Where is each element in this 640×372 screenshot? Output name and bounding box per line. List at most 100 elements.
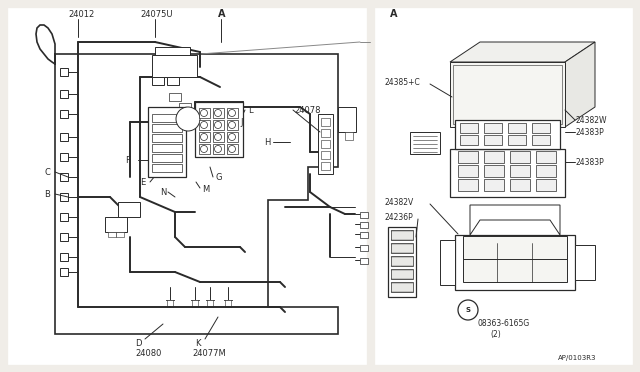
Text: 24075U: 24075U	[140, 10, 173, 19]
Bar	[391, 256, 413, 266]
Text: D: D	[135, 340, 141, 349]
Bar	[152, 134, 182, 142]
Bar	[152, 77, 164, 85]
Circle shape	[228, 134, 236, 141]
Circle shape	[541, 152, 551, 162]
Bar	[388, 227, 416, 297]
Bar	[152, 144, 182, 152]
Circle shape	[200, 122, 207, 128]
Bar	[105, 217, 127, 232]
Bar	[453, 65, 562, 124]
Circle shape	[489, 124, 497, 132]
Bar	[360, 232, 368, 238]
Bar	[152, 154, 182, 162]
Bar	[536, 151, 556, 163]
Text: 24236P: 24236P	[385, 212, 413, 221]
Bar	[450, 149, 565, 197]
Text: 24080: 24080	[135, 350, 161, 359]
Text: L: L	[248, 106, 253, 115]
Circle shape	[489, 152, 499, 162]
Text: 24077M: 24077M	[192, 350, 226, 359]
Bar	[152, 114, 182, 122]
Circle shape	[541, 166, 551, 176]
Circle shape	[176, 107, 200, 131]
Bar	[510, 151, 530, 163]
Bar	[227, 144, 238, 154]
Bar	[60, 68, 68, 76]
Bar	[318, 114, 333, 174]
Circle shape	[228, 109, 236, 116]
Bar	[225, 300, 231, 307]
Bar	[575, 245, 595, 280]
Bar	[169, 113, 181, 121]
Text: K: K	[195, 340, 200, 349]
Circle shape	[443, 258, 453, 268]
Bar	[510, 165, 530, 177]
Bar	[338, 107, 356, 132]
Bar	[179, 103, 191, 111]
Bar	[227, 132, 238, 142]
Circle shape	[513, 136, 521, 144]
Bar	[321, 151, 330, 159]
Circle shape	[537, 124, 545, 132]
Bar	[152, 164, 182, 172]
Bar	[360, 212, 368, 218]
Bar	[169, 93, 181, 101]
Text: A: A	[218, 9, 225, 19]
Bar	[60, 133, 68, 141]
Bar	[321, 129, 330, 137]
Bar	[532, 123, 550, 133]
Circle shape	[458, 300, 478, 320]
Bar	[152, 55, 197, 77]
Text: F: F	[125, 155, 130, 164]
Bar	[321, 118, 330, 126]
Bar	[60, 253, 68, 261]
Bar	[360, 258, 368, 264]
Circle shape	[463, 166, 473, 176]
Bar	[463, 236, 567, 259]
Bar	[60, 90, 68, 98]
Bar	[60, 173, 68, 181]
Bar	[391, 269, 413, 279]
Bar	[60, 153, 68, 161]
Circle shape	[465, 124, 473, 132]
Bar	[460, 123, 478, 133]
Text: N: N	[160, 187, 166, 196]
Text: 24012: 24012	[68, 10, 94, 19]
Text: 24385+C: 24385+C	[385, 77, 420, 87]
Circle shape	[515, 166, 525, 176]
Text: G: G	[215, 173, 221, 182]
Text: S: S	[465, 307, 470, 313]
Circle shape	[214, 109, 221, 116]
Bar	[321, 162, 330, 170]
Bar	[536, 165, 556, 177]
Bar	[192, 300, 198, 307]
Bar	[321, 140, 330, 148]
Text: 24078: 24078	[294, 106, 321, 115]
Bar	[207, 300, 213, 307]
Bar	[508, 123, 526, 133]
Text: 24382V: 24382V	[385, 198, 414, 206]
Bar	[199, 144, 210, 154]
Bar	[163, 61, 183, 66]
Bar	[345, 132, 353, 140]
Text: AP/0103R3: AP/0103R3	[558, 355, 596, 361]
Bar	[484, 123, 502, 133]
Bar	[458, 151, 478, 163]
Text: E: E	[140, 177, 145, 186]
Bar	[463, 255, 567, 282]
Text: A: A	[390, 9, 397, 19]
Bar	[440, 240, 455, 285]
Circle shape	[200, 145, 207, 153]
Bar	[60, 110, 68, 118]
Bar	[510, 179, 530, 191]
Bar	[213, 120, 224, 130]
Circle shape	[214, 122, 221, 128]
Bar	[195, 102, 243, 157]
Circle shape	[200, 109, 207, 116]
Polygon shape	[565, 42, 595, 127]
Bar	[484, 135, 502, 145]
Bar	[159, 123, 171, 131]
Bar	[391, 243, 413, 253]
Polygon shape	[36, 25, 338, 334]
